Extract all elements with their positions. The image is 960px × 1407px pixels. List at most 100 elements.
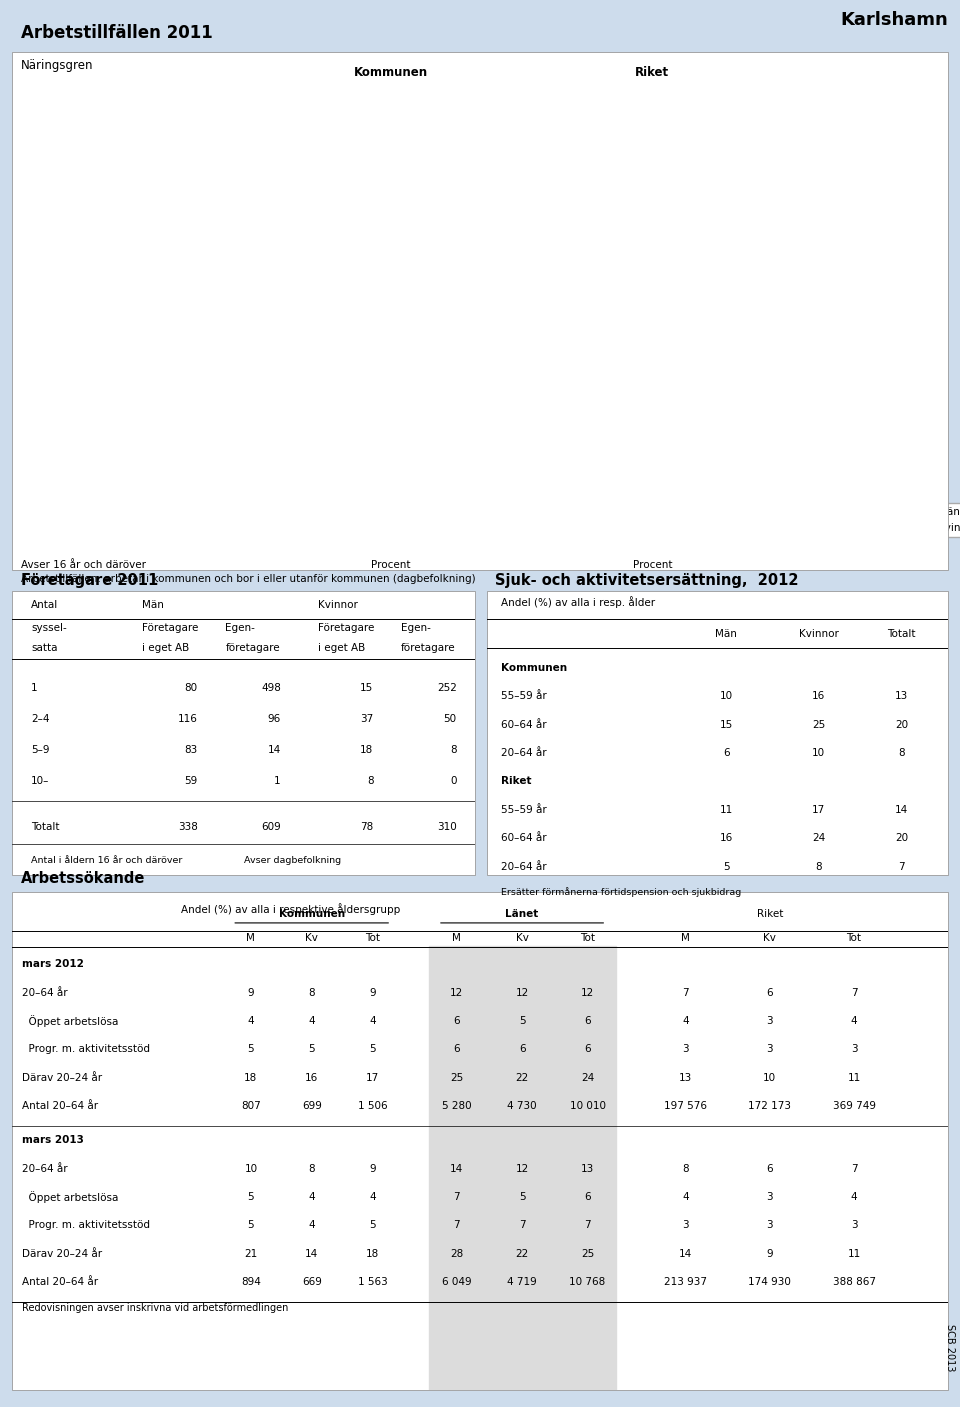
Text: Riket: Riket	[636, 66, 669, 79]
Text: SCB 2013: SCB 2013	[946, 1324, 955, 1372]
Text: 11: 11	[720, 805, 733, 815]
Text: 4 719: 4 719	[507, 1278, 537, 1287]
Bar	[544, 326, 564, 342]
Text: Företagstjänster: Företagstjänster	[201, 184, 278, 193]
Text: 5 280: 5 280	[442, 1102, 471, 1112]
Bar	[283, 152, 342, 167]
Text: Företagare: Företagare	[318, 623, 374, 633]
Text: 12: 12	[450, 988, 464, 998]
Text: Kvinnor: Kvinnor	[318, 601, 358, 611]
Text: 20–64 år: 20–64 år	[22, 1164, 67, 1173]
Text: Antal i åldern 16 år och däröver: Antal i åldern 16 år och däröver	[31, 857, 182, 865]
Bar	[652, 122, 691, 139]
Text: 10: 10	[245, 1164, 257, 1173]
Text: 21: 21	[244, 1249, 257, 1259]
Text: 55–59 år: 55–59 år	[500, 691, 546, 701]
Text: 60–64 år: 60–64 år	[500, 833, 546, 843]
Text: 6: 6	[453, 1016, 460, 1026]
Text: 4: 4	[683, 1192, 689, 1202]
Text: Procent: Procent	[372, 560, 411, 570]
Text: 807: 807	[241, 1102, 261, 1112]
Text: Avser 16 år och däröver: Avser 16 år och däröver	[21, 560, 146, 570]
Text: 16: 16	[720, 833, 733, 843]
Bar	[544, 239, 623, 255]
Text: Kvinnor: Kvinnor	[799, 629, 838, 639]
Text: 3: 3	[683, 1044, 689, 1054]
Text: 174 930: 174 930	[749, 1278, 791, 1287]
Text: Progr. m. aktivitetsstöd: Progr. m. aktivitetsstöd	[22, 1044, 150, 1054]
Text: 7: 7	[453, 1220, 460, 1231]
Bar	[283, 297, 332, 312]
Text: Kreditinstitut och försäkringsbolag: Kreditinstitut och försäkringsbolag	[114, 446, 278, 454]
Text: 6: 6	[453, 1044, 460, 1054]
Bar	[313, 414, 323, 429]
Text: 20–64 år: 20–64 år	[22, 988, 67, 998]
Text: Arbetssökande: Arbetssökande	[21, 871, 146, 886]
Bar	[544, 355, 564, 371]
Text: Tot: Tot	[580, 933, 595, 943]
Text: 24: 24	[581, 1072, 594, 1083]
Text: 18: 18	[366, 1249, 379, 1259]
Text: 13: 13	[581, 1164, 594, 1173]
Bar	[554, 499, 564, 516]
Text: 5: 5	[518, 1016, 525, 1026]
Text: 4: 4	[308, 1220, 315, 1231]
Text: Totalt: Totalt	[887, 629, 916, 639]
Text: 8: 8	[683, 1164, 689, 1173]
Text: 4: 4	[851, 1016, 857, 1026]
Text: 20: 20	[895, 719, 908, 729]
Text: 4: 4	[308, 1016, 315, 1026]
Text: Män: Män	[715, 629, 737, 639]
Text: 8: 8	[450, 746, 457, 756]
Text: 609: 609	[261, 822, 281, 832]
Text: 7: 7	[851, 1164, 857, 1173]
Bar	[283, 182, 342, 197]
Bar	[332, 297, 342, 312]
Text: Personliga och kulturella tjänster, m.m: Personliga och kulturella tjänster, m.m	[94, 329, 278, 339]
Text: 5: 5	[370, 1220, 375, 1231]
Text: Tot: Tot	[365, 933, 380, 943]
Bar	[283, 471, 293, 487]
Text: 4: 4	[370, 1192, 375, 1202]
Text: Kommunen: Kommunen	[500, 663, 566, 673]
Text: 10 010: 10 010	[569, 1102, 606, 1112]
Text: Kommunen: Kommunen	[278, 909, 345, 919]
Text: Män: Män	[142, 601, 164, 611]
Bar	[544, 529, 554, 545]
Text: 5: 5	[518, 1192, 525, 1202]
Bar	[293, 529, 298, 545]
Text: 9: 9	[370, 1164, 375, 1173]
Text: 14: 14	[450, 1164, 464, 1173]
Text: 6: 6	[585, 1192, 590, 1202]
Text: 6: 6	[585, 1016, 590, 1026]
Text: Procent: Procent	[633, 560, 672, 570]
Bar	[302, 94, 469, 110]
Text: 6: 6	[518, 1044, 525, 1054]
Bar	[293, 355, 298, 371]
Text: Ersätter förmånerna förtidspension och sjukbidrag: Ersätter förmånerna förtidspension och s…	[500, 888, 741, 898]
Text: 4: 4	[851, 1192, 857, 1202]
Bar	[302, 384, 323, 400]
Text: 11: 11	[848, 1072, 861, 1083]
Text: 14: 14	[679, 1249, 692, 1259]
Text: 10: 10	[720, 691, 732, 701]
Bar	[283, 442, 293, 457]
Text: M: M	[247, 933, 255, 943]
Text: 14: 14	[895, 805, 908, 815]
Text: 12: 12	[581, 988, 594, 998]
Bar	[564, 210, 633, 225]
Text: 10 768: 10 768	[569, 1278, 606, 1287]
Text: 25: 25	[581, 1249, 594, 1259]
Text: Avser dagbefolkning: Avser dagbefolkning	[244, 857, 341, 865]
Text: 11: 11	[848, 1249, 861, 1259]
Bar	[564, 326, 584, 342]
Text: 20: 20	[895, 833, 908, 843]
Text: 25: 25	[450, 1072, 464, 1083]
Text: företagare: företagare	[226, 643, 280, 653]
Bar	[342, 182, 381, 197]
Bar	[302, 267, 332, 284]
Text: 1 506: 1 506	[358, 1102, 387, 1112]
Bar	[564, 355, 574, 371]
Text: Kv: Kv	[516, 933, 529, 943]
Bar	[302, 210, 372, 225]
